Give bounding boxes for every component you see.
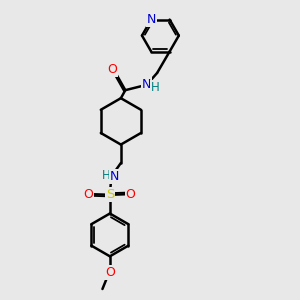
Text: O: O: [126, 188, 136, 201]
Text: N: N: [146, 13, 156, 26]
Text: O: O: [105, 266, 115, 279]
Text: H: H: [102, 169, 110, 182]
Text: H: H: [151, 81, 159, 94]
Text: O: O: [108, 63, 118, 76]
Text: O: O: [83, 188, 93, 201]
Text: N: N: [110, 170, 119, 183]
Text: N: N: [142, 78, 152, 91]
Text: S: S: [106, 188, 114, 201]
